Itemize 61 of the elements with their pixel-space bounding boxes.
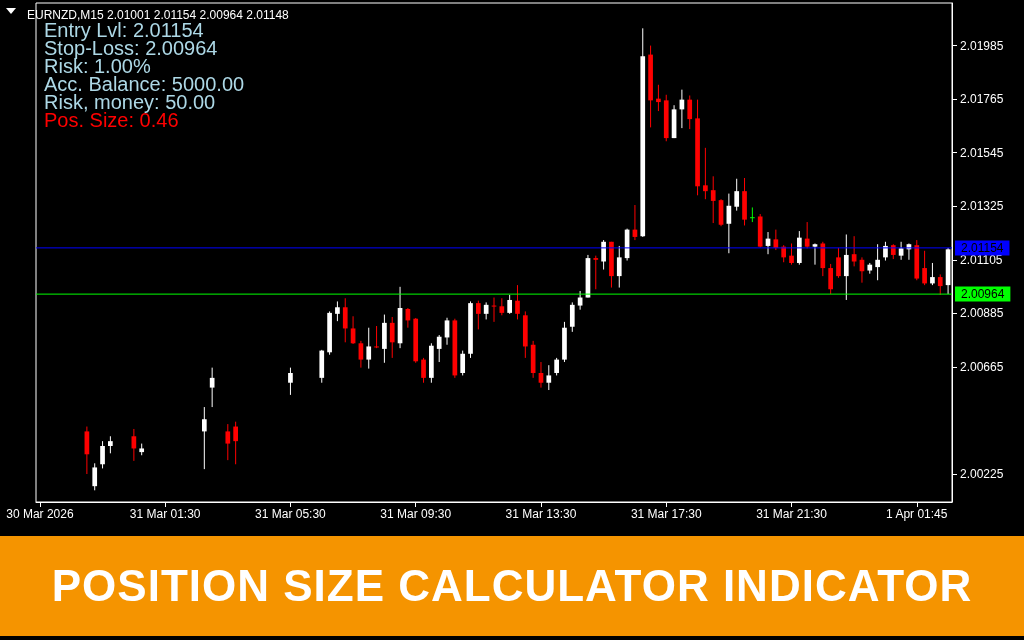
candlestick [389,316,395,359]
x-tick-label: 30 Mar 2026 [6,507,74,521]
candlestick [851,235,857,267]
candlestick [100,440,105,469]
candlestick [828,263,833,295]
y-tick-label: 2.01545 [960,145,1004,160]
candlestick [436,334,442,363]
text: EURNZD,M15 2.01001 2.01154 2.00964 2.01148 [27,8,290,22]
y-tick-label: 2.00225 [960,467,1004,482]
ref-line-label: 2.01154 [961,240,1004,255]
candlestick [734,178,740,212]
candlestick [475,300,481,330]
candlestick [288,367,293,396]
x-tick-label: 1 Apr 01:45 [886,507,948,521]
x-tick-label: 31 Mar 17:30 [630,507,702,521]
candlestick [225,423,231,461]
candlestick [460,350,466,376]
candlestick [703,147,708,200]
y-tick-label: 2.01105 [960,252,1003,267]
y-tick-label: 2.01765 [960,92,1004,107]
x-tick-label: 31 Mar 01:30 [129,507,201,521]
candlestick [201,406,207,470]
candlestick [335,300,340,322]
candlestick [656,84,661,112]
text: POSITION SIZE CALCULATOR INDICATOR [0,536,1024,636]
candlestick [937,273,943,296]
y-tick-label: 2.01325 [960,199,1004,214]
candlestick [843,233,849,301]
candlestick [710,175,716,224]
candlestick [875,243,880,281]
y-tick-label: 2.00665 [960,359,1004,374]
candlestick [812,242,818,266]
candlestick [616,245,622,289]
x-tick-label: 31 Mar 05:30 [255,507,327,521]
x-tick-label: 31 Mar 21:30 [756,507,828,521]
candlestick [750,206,755,223]
x-tick-label: 31 Mar 09:30 [380,507,452,521]
y-tick-label: 2.00885 [960,306,1004,321]
ref-line-label: 2.00964 [961,287,1005,302]
candlestick [569,301,575,333]
candlestick [687,95,693,130]
candlestick [836,247,841,279]
candlestick [593,255,599,290]
candlestick [92,462,98,491]
candlestick [930,262,935,286]
y-tick-label: 2.01985 [960,38,1004,53]
candlestick [804,221,810,249]
candlestick [601,239,606,271]
candlestick [546,364,552,391]
candlestick [366,327,372,370]
candlestick [374,325,379,349]
candlestick [209,367,215,408]
candlestick [233,421,238,465]
candlestick [507,294,513,315]
candlestick [515,284,520,320]
candlestick [773,229,779,251]
candlestick [421,357,426,384]
x-tick-label: 31 Mar 13:30 [505,507,577,521]
candlestick [789,242,794,266]
candlestick [342,297,348,343]
candlestick [922,250,927,286]
